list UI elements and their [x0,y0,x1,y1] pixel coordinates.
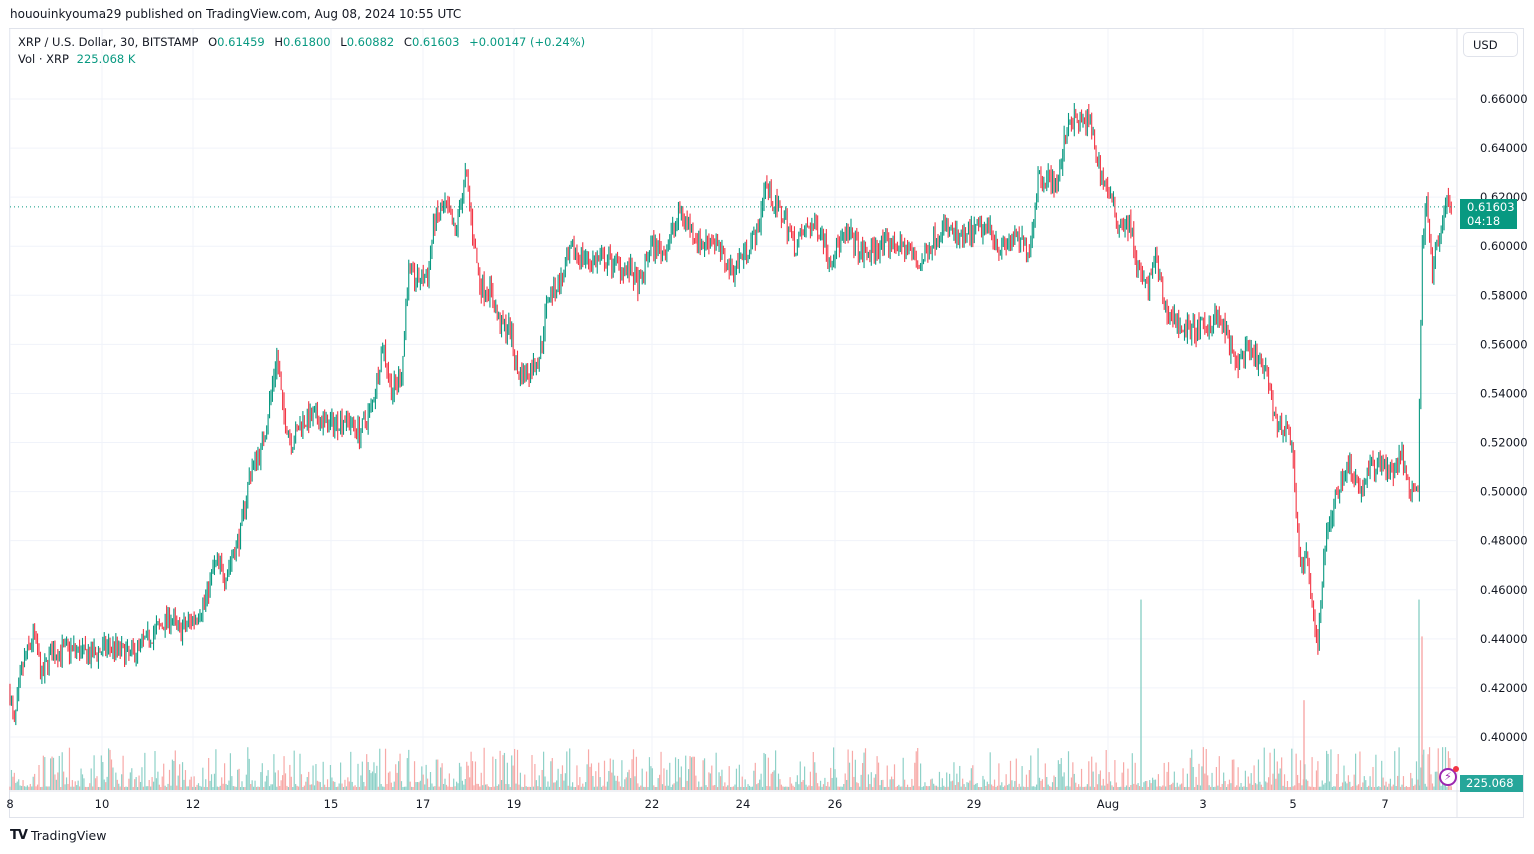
svg-text:10: 10 [95,797,110,811]
svg-text:0.56000: 0.56000 [1480,337,1528,351]
svg-text:5: 5 [1289,797,1296,811]
bar-countdown: 04:18 [1467,213,1501,228]
last-price: 0.61603 [1467,199,1515,214]
svg-text:0.52000: 0.52000 [1480,436,1528,450]
svg-text:0.66000: 0.66000 [1480,92,1528,106]
volume-row: Vol · XRP 225.068 K [18,51,585,68]
svg-text:0.42000: 0.42000 [1480,681,1528,695]
volume-tag: 225.068 K [1460,775,1523,807]
svg-text:0.58000: 0.58000 [1480,288,1528,302]
chart-legend: XRP / U.S. Dollar, 30, BITSTAMP O0.61459… [18,34,585,68]
brand-name: TradingView [30,828,107,843]
last-price-tag: 0.61603 04:18 [1460,198,1517,229]
high-value: 0.61800 [283,35,331,49]
notification-dot [1453,766,1459,772]
publisher-line: hououinkyouma29 published on TradingView… [10,7,462,21]
svg-text:19: 19 [507,797,522,811]
svg-text:0.54000: 0.54000 [1480,386,1528,400]
svg-text:8: 8 [6,797,13,811]
svg-text:0.46000: 0.46000 [1480,583,1528,597]
low-value: 0.60882 [346,35,395,49]
lightning-icon[interactable]: ⚡ [1439,766,1459,786]
svg-text:0.64000: 0.64000 [1480,141,1528,155]
svg-text:24: 24 [736,797,751,811]
svg-text:29: 29 [967,797,982,811]
svg-text:0.44000: 0.44000 [1480,632,1528,646]
svg-text:0.50000: 0.50000 [1480,485,1528,499]
tradingview-logo-icon: TV [10,828,28,843]
symbol-title[interactable]: XRP / U.S. Dollar, 30, BITSTAMP [18,35,199,49]
close-value: 0.61603 [411,35,460,49]
svg-text:Aug: Aug [1097,797,1119,811]
volume-label[interactable]: Vol · XRP [18,52,69,66]
svg-text:22: 22 [645,797,660,811]
svg-text:17: 17 [416,797,431,811]
svg-text:12: 12 [186,797,201,811]
svg-text:26: 26 [828,797,843,811]
svg-text:3: 3 [1199,797,1206,811]
svg-text:15: 15 [324,797,339,811]
svg-text:0.48000: 0.48000 [1480,534,1528,548]
open-value: 0.61459 [217,35,265,49]
change-value: +0.00147 (+0.24%) [469,35,586,49]
volume-value: 225.068 K [76,52,136,66]
svg-text:0.60000: 0.60000 [1480,239,1528,253]
ohlc-row: XRP / U.S. Dollar, 30, BITSTAMP O0.61459… [18,35,586,49]
svg-text:7: 7 [1381,797,1388,811]
currency-button[interactable]: USD [1463,32,1518,57]
svg-text:0.40000: 0.40000 [1480,730,1528,744]
tradingview-branding[interactable]: TV TradingView [10,828,106,843]
